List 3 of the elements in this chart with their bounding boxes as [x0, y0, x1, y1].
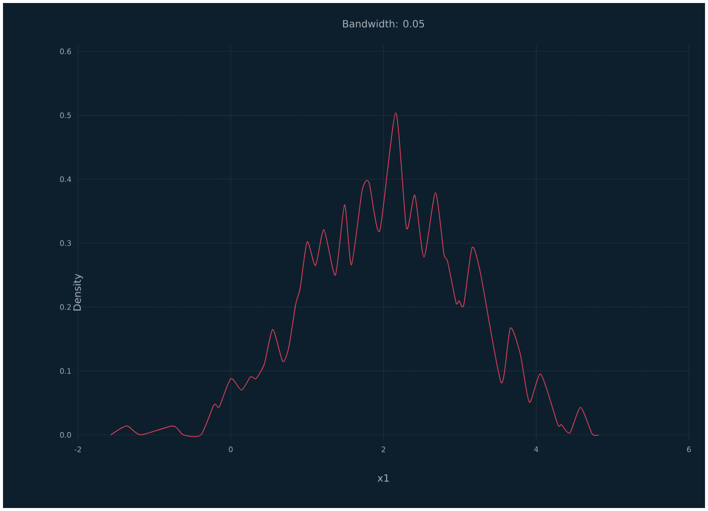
y-axis-title: Density — [73, 274, 83, 310]
chart-title: Bandwidth: 0.05 — [343, 20, 424, 28]
x-axis-title: x1 — [378, 474, 389, 482]
